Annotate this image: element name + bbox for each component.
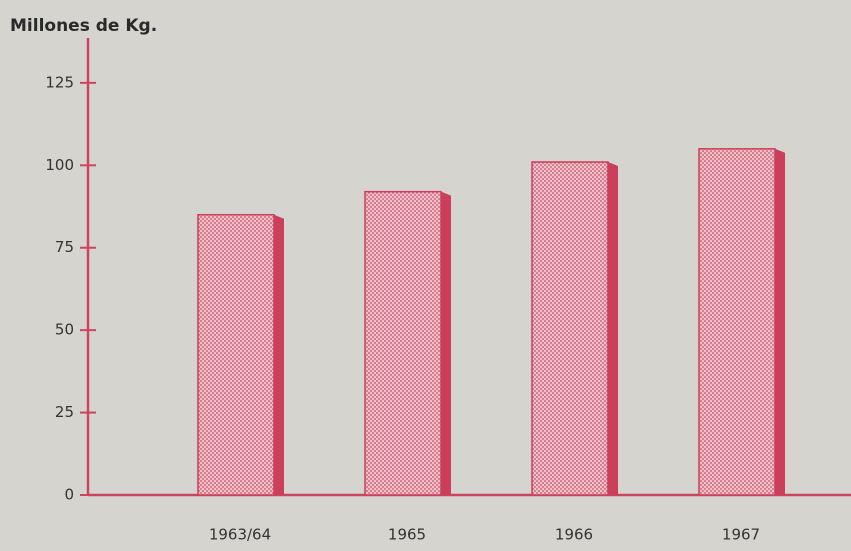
- y-tick-label: 25: [55, 403, 74, 421]
- bar: [698, 148, 776, 496]
- x-tick-label: 1967: [722, 526, 760, 544]
- bar: [364, 190, 442, 496]
- bar: [197, 213, 275, 496]
- bar-side: [274, 214, 284, 495]
- x-tick-label: 1966: [555, 526, 593, 544]
- bar-side: [775, 148, 785, 495]
- y-tick-label: 0: [64, 486, 74, 504]
- x-tick-label: 1963/64: [209, 526, 271, 544]
- x-tick-label: 1965: [388, 526, 426, 544]
- y-tick-label: 125: [45, 73, 74, 91]
- y-tick-label: 75: [55, 238, 74, 256]
- y-tick-label: 50: [55, 321, 74, 339]
- y-axis-label: Millones de Kg.: [10, 16, 157, 36]
- bar-side: [441, 191, 451, 495]
- bar-side: [608, 161, 618, 496]
- y-tick-label: 100: [45, 156, 74, 174]
- bar: [531, 161, 609, 496]
